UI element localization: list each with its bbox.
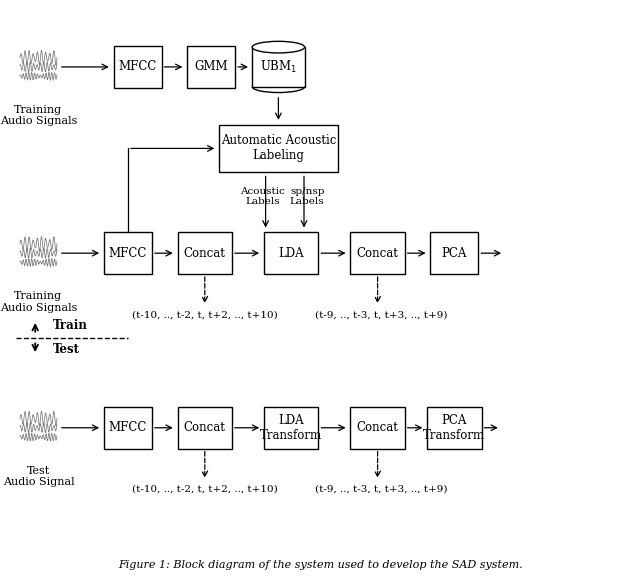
Ellipse shape (252, 41, 305, 53)
FancyBboxPatch shape (264, 407, 319, 449)
Text: sp/nsp
Labels: sp/nsp Labels (290, 187, 324, 206)
Text: MFCC: MFCC (118, 61, 157, 73)
Text: (t-10, .., t-2, t, t+2, .., t+10): (t-10, .., t-2, t, t+2, .., t+10) (132, 485, 278, 494)
Text: LDA: LDA (278, 247, 304, 260)
FancyBboxPatch shape (428, 407, 481, 449)
FancyBboxPatch shape (219, 125, 338, 172)
FancyBboxPatch shape (178, 407, 232, 449)
FancyBboxPatch shape (264, 232, 319, 274)
FancyBboxPatch shape (114, 46, 161, 88)
Text: PCA: PCA (442, 247, 467, 260)
Text: LDA
Transform: LDA Transform (260, 414, 323, 442)
Text: Concat: Concat (184, 421, 226, 434)
Text: MFCC: MFCC (109, 247, 147, 260)
FancyBboxPatch shape (351, 232, 404, 274)
Text: Concat: Concat (356, 421, 399, 434)
FancyBboxPatch shape (104, 232, 152, 274)
Text: Training
Audio Signals: Training Audio Signals (0, 291, 77, 313)
FancyBboxPatch shape (188, 46, 236, 88)
Text: Training
Audio Signals: Training Audio Signals (0, 105, 77, 126)
Text: PCA
Transform: PCA Transform (423, 414, 486, 442)
FancyBboxPatch shape (178, 232, 232, 274)
Text: (t-9, .., t-3, t, t+3, .., t+9): (t-9, .., t-3, t, t+3, .., t+9) (314, 485, 447, 494)
Text: (t-10, .., t-2, t, t+2, .., t+10): (t-10, .., t-2, t, t+2, .., t+10) (132, 310, 278, 319)
Text: MFCC: MFCC (109, 421, 147, 434)
Text: UBM$_1$: UBM$_1$ (260, 59, 297, 75)
Bar (252, 47, 305, 87)
Text: Concat: Concat (356, 247, 399, 260)
Text: Concat: Concat (184, 247, 226, 260)
Text: GMM: GMM (195, 61, 228, 73)
Text: Acoustic
Labels: Acoustic Labels (240, 187, 285, 206)
FancyBboxPatch shape (104, 407, 152, 449)
FancyBboxPatch shape (430, 232, 479, 274)
Text: Test: Test (52, 343, 79, 356)
FancyBboxPatch shape (351, 407, 404, 449)
Text: (t-9, .., t-3, t, t+3, .., t+9): (t-9, .., t-3, t, t+3, .., t+9) (314, 310, 447, 319)
Text: Figure 1: Block diagram of the system used to develop the SAD system.: Figure 1: Block diagram of the system us… (118, 560, 522, 570)
Text: Train: Train (52, 320, 87, 332)
Text: Automatic Acoustic
Labeling: Automatic Acoustic Labeling (221, 134, 336, 162)
Text: Test
Audio Signal: Test Audio Signal (3, 466, 74, 487)
